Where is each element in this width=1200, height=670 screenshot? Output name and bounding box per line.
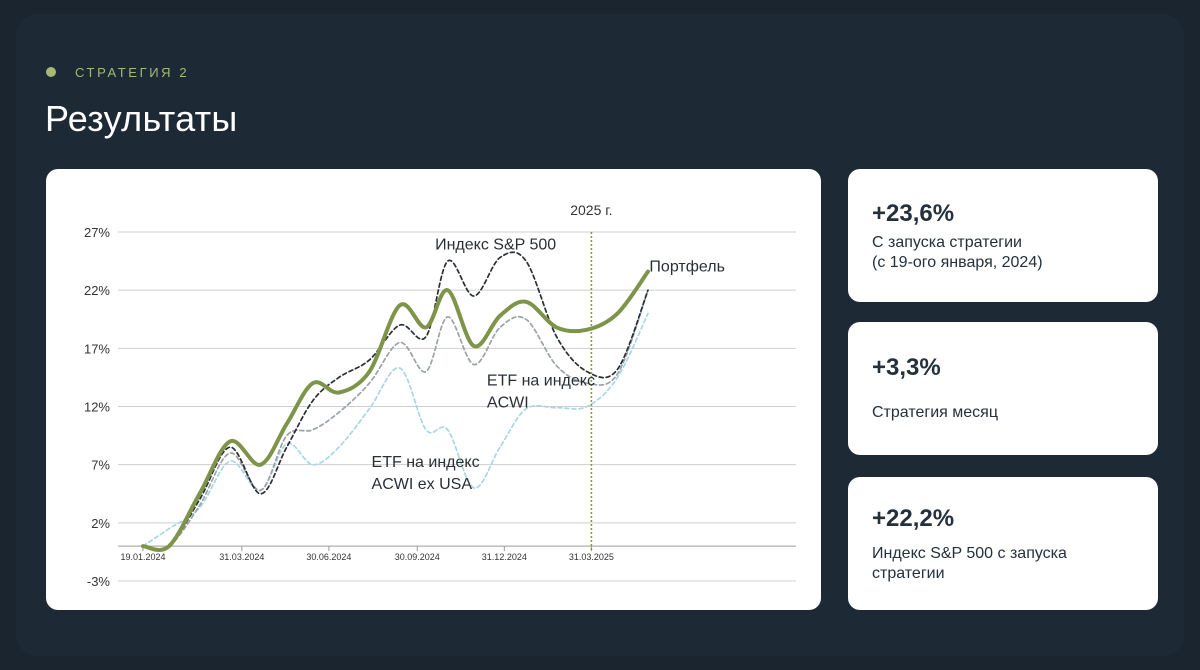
performance-chart: -3% 2% 7% 12% 17% 22% 27% 19.01.2024 31.03.2024 3… bbox=[84, 202, 796, 589]
x-tick-label: 31.03.2025 bbox=[569, 552, 614, 562]
chart-annotation: ETF на индекс bbox=[372, 454, 480, 471]
y-tick-label: -3% bbox=[87, 574, 111, 589]
vline-label: 2025 г. bbox=[570, 202, 612, 218]
y-tick-label: 27% bbox=[84, 225, 110, 240]
chart-annotation: Портфель bbox=[649, 259, 724, 276]
series-line-sp500 bbox=[142, 251, 649, 551]
stat-label: Индекс S&P 500 с запуска стратегии bbox=[872, 545, 1067, 582]
stat-label: С запуска стратегии (с 19-ого января, 20… bbox=[872, 234, 1043, 271]
y-tick-label: 7% bbox=[91, 458, 110, 473]
stat-value: +23,6% bbox=[872, 200, 955, 227]
series-line-portfolio bbox=[141, 269, 650, 552]
stat-value: +3,3% bbox=[872, 354, 941, 381]
eyebrow-text: СТРАТЕГИЯ 2 bbox=[75, 64, 190, 80]
chart-annotation: ETF на индекс bbox=[487, 373, 595, 390]
stat-card-sp500-since-launch: +22,2% Индекс S&P 500 с запуска стратеги… bbox=[848, 477, 1158, 610]
chart-annotation: Индекс S&P 500 bbox=[435, 236, 556, 253]
stat-card-strategy-since-launch: +23,6% С запуска стратегии (с 19-ого янв… bbox=[848, 169, 1158, 302]
chart-annotation: ACWI ex USA bbox=[372, 476, 473, 493]
x-tick-label: 31.03.2024 bbox=[219, 552, 264, 562]
stat-card-strategy-month: +3,3% Стратегия месяц bbox=[848, 322, 1158, 455]
y-tick-label: 12% bbox=[84, 400, 110, 415]
stat-value: +22,2% bbox=[872, 505, 955, 532]
x-tick-label: 30.06.2024 bbox=[306, 552, 351, 562]
page-title: Результаты bbox=[45, 98, 238, 139]
y-tick-label: 2% bbox=[91, 516, 110, 531]
x-tick-label: 31.12.2024 bbox=[482, 552, 527, 562]
bullet-dot-icon bbox=[46, 67, 56, 77]
stat-label: Стратегия месяц bbox=[872, 404, 998, 421]
x-tick-label: 30.09.2024 bbox=[395, 552, 440, 562]
chart-card: -3% 2% 7% 12% 17% 22% 27% 19.01.2024 31.03.2024 3… bbox=[46, 169, 821, 610]
x-tick-label: 19.01.2024 bbox=[120, 552, 165, 562]
series-line-acwi-ex-usa bbox=[142, 312, 649, 547]
chart-annotation: ACWI bbox=[487, 395, 529, 412]
section-eyebrow: СТРАТЕГИЯ 2 bbox=[46, 63, 189, 81]
series-line-acwi bbox=[142, 289, 649, 550]
y-tick-label: 17% bbox=[84, 341, 110, 356]
y-tick-label: 22% bbox=[84, 283, 110, 298]
